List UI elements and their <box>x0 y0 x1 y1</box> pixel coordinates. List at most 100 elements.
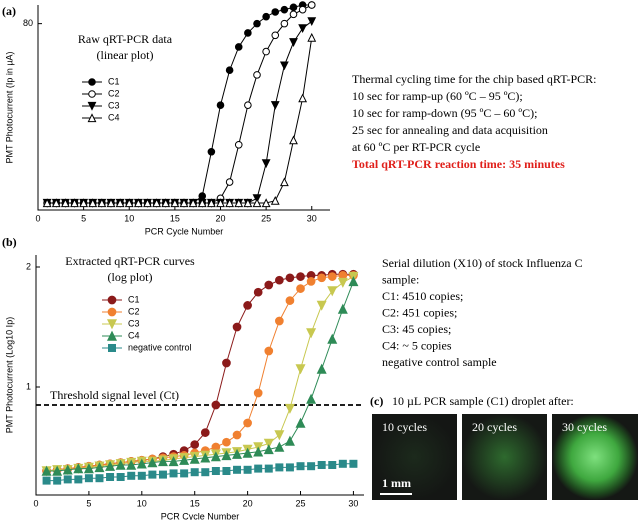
data-point <box>298 24 308 34</box>
series-line <box>47 20 313 204</box>
data-point <box>232 430 242 440</box>
panel-title: 10 µL PCR sample (C1) droplet after: <box>392 394 574 408</box>
data-point <box>190 468 199 477</box>
panel-label: (b) <box>2 235 17 249</box>
data-point <box>211 400 221 410</box>
series-line <box>46 281 354 472</box>
data-point <box>243 198 253 208</box>
data-point <box>295 417 306 428</box>
axis <box>35 255 364 496</box>
panel-label: (a) <box>2 4 16 18</box>
data-point <box>126 459 137 470</box>
data-point <box>285 273 295 283</box>
x-tick-label: 25 <box>261 213 271 223</box>
data-point <box>349 459 358 468</box>
scale-label: 1 mm <box>382 476 411 490</box>
data-point <box>143 198 152 208</box>
data-point <box>253 388 263 398</box>
data-point <box>316 300 327 311</box>
data-point <box>106 473 115 481</box>
data-point <box>200 428 210 437</box>
data-point <box>190 440 200 449</box>
data-point <box>52 465 63 476</box>
y-tick-label: 1 <box>26 381 31 391</box>
data-point <box>127 471 136 480</box>
data-point <box>253 19 261 28</box>
note: at 60 ºC per RT-PCR cycle <box>352 140 480 154</box>
data-point <box>200 452 211 463</box>
series-line <box>46 274 354 472</box>
droplet-image <box>462 414 547 500</box>
note: Serial dilution (X10) of stock Influenza… <box>382 256 583 270</box>
inset-subtitle: (linear plot) <box>97 48 154 62</box>
x-tick-label: 0 <box>33 498 38 508</box>
data-point <box>243 465 252 474</box>
highlight-note: Total qRT-PCR reaction time: 35 minutes <box>352 157 565 171</box>
data-point <box>279 61 289 71</box>
data-point <box>307 17 317 27</box>
x-tick-label: 20 <box>243 498 253 508</box>
x-tick-label: 10 <box>137 498 147 508</box>
data-point <box>180 469 189 478</box>
legend-marker <box>107 307 117 317</box>
x-tick-label: 0 <box>35 213 40 223</box>
legend-label: C2 <box>128 306 140 316</box>
data-point <box>289 3 298 12</box>
data-point <box>188 198 198 208</box>
data-point <box>63 475 72 484</box>
data-point <box>115 459 126 470</box>
data-point <box>317 461 326 469</box>
droplet-image <box>552 414 638 500</box>
data-point <box>133 198 143 208</box>
legend-label: C4 <box>128 330 140 340</box>
data-point <box>271 8 280 16</box>
data-point <box>327 286 338 297</box>
panel-c: (c) 10 µL PCR sample (C1) droplet after:… <box>370 394 638 500</box>
note: C4: ~ 5 copies <box>382 338 452 352</box>
data-point <box>42 198 52 208</box>
image-label: 30 cycles <box>562 420 607 434</box>
x-axis-label: PCR Cycle Number <box>145 226 224 236</box>
data-point <box>232 448 243 459</box>
data-point <box>262 47 270 56</box>
data-point <box>243 418 252 428</box>
note: sample: <box>382 272 419 286</box>
note: Thermal cycling time for the chip based … <box>352 72 596 86</box>
data-point <box>53 476 62 485</box>
legend-marker <box>87 101 97 111</box>
data-point <box>270 195 280 205</box>
x-tick-label: 10 <box>124 213 134 223</box>
series-line <box>47 37 313 204</box>
data-point <box>284 435 295 446</box>
data-point <box>97 198 107 208</box>
data-point <box>207 147 216 156</box>
data-point <box>306 328 317 339</box>
note: negative control sample <box>382 355 497 369</box>
legend-label: C3 <box>108 100 120 110</box>
y-tick-label: 2 <box>26 261 31 271</box>
data-point <box>328 461 337 469</box>
data-point <box>84 474 93 483</box>
data-point <box>285 296 295 305</box>
data-point <box>254 464 263 473</box>
data-point <box>206 198 216 208</box>
data-point <box>263 444 274 455</box>
note: C2: 451 copies; <box>382 305 457 319</box>
data-point <box>253 287 263 297</box>
x-tick-label: 5 <box>81 213 86 223</box>
inset-title: Raw qRT-PCR data <box>78 32 173 46</box>
legend-label: C4 <box>108 112 120 122</box>
series-line <box>46 276 354 472</box>
x-tick-label: 25 <box>296 498 306 508</box>
x-tick-label: 30 <box>348 498 358 508</box>
data-point <box>216 198 225 208</box>
data-point <box>252 198 262 208</box>
data-point <box>197 198 207 208</box>
data-point <box>41 465 52 476</box>
data-point <box>60 198 70 208</box>
data-point <box>189 453 200 464</box>
y-axis-label: PMT Photocurrent (Log10 Ip) <box>4 317 14 433</box>
data-point <box>221 450 232 461</box>
data-point <box>289 10 298 19</box>
